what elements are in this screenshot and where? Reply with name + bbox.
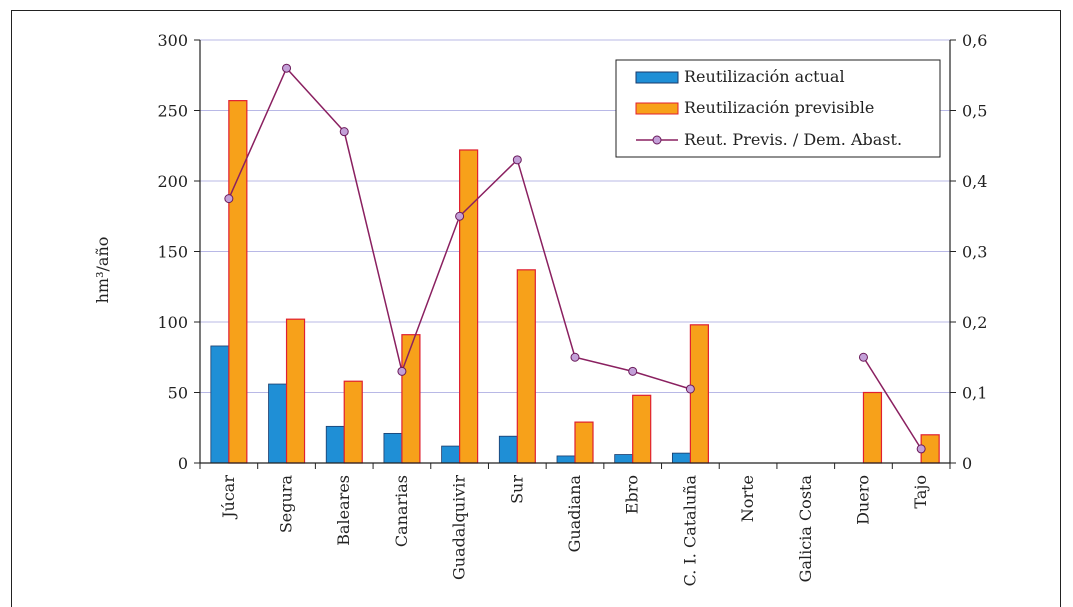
ratio-point — [282, 63, 292, 73]
x-tick-label: Tajo — [911, 475, 930, 509]
y-tick-label: 300 — [157, 31, 188, 50]
bar-actual — [614, 454, 634, 464]
x-tick-label: Norte — [738, 475, 757, 522]
x-tick-label: Guadalquivir — [450, 475, 469, 580]
y-tick-label: 100 — [157, 313, 188, 332]
bar-previsible — [401, 334, 421, 464]
legend-swatch-previsible — [635, 102, 679, 115]
legend-marker-ratio — [652, 135, 662, 145]
legend: Reutilización actual Reutilización previ… — [615, 59, 941, 158]
bar-actual — [498, 435, 518, 464]
y2-tick-label: 0,1 — [962, 384, 987, 403]
legend-swatch-actual — [635, 71, 679, 84]
bar-actual — [671, 452, 691, 464]
y-axis-label: hm³/año — [93, 237, 112, 304]
legend-label-previsible: Reutilización previsible — [684, 98, 874, 117]
ratio-point — [858, 352, 868, 362]
x-tick-label: C. I. Cataluña — [680, 475, 699, 587]
ratio-point — [628, 366, 638, 376]
y-tick-label: 50 — [168, 384, 188, 403]
chart-frame — [11, 10, 1061, 607]
axes — [194, 39, 956, 469]
x-tick-label: Galicia Costa — [796, 475, 815, 583]
y2-tick-label: 0,3 — [962, 243, 987, 262]
bar-previsible — [862, 391, 883, 464]
y-tick-label: 250 — [157, 102, 188, 121]
legend-label-ratio: Reut. Previs. / Dem. Abast. — [684, 130, 902, 149]
y-tick-label: 0 — [178, 454, 188, 473]
x-tick-label: Guadiana — [565, 475, 584, 553]
y2-tick-label: 0,2 — [962, 313, 987, 332]
y2-tick-label: 0,5 — [962, 102, 987, 121]
bar-previsible — [285, 318, 306, 464]
bar-previsible — [228, 100, 248, 464]
ratio-point — [512, 155, 522, 165]
y-tick-label: 150 — [157, 243, 188, 262]
ratio-point — [224, 194, 234, 204]
ratio-point — [570, 352, 580, 362]
bar-previsible — [459, 149, 479, 464]
x-tick-label: Segura — [277, 475, 296, 534]
bar-actual — [556, 455, 576, 464]
bar-previsible — [343, 380, 363, 464]
x-tick-label: Duero — [853, 475, 872, 525]
x-tick-label: Ebro — [623, 475, 642, 514]
x-tick-label: Canarias — [392, 475, 411, 547]
ratio-point — [455, 211, 465, 221]
ratio-line-segment — [862, 356, 922, 450]
x-tick-label: Sur — [507, 475, 526, 504]
bar-actual — [210, 345, 230, 464]
tick-labels: 0 50 100 150 200 250 300 0 0,1 0,2 0,3 0,4 0,5 0,6 Júc… — [157, 31, 987, 586]
y2-tick-label: 0 — [962, 454, 972, 473]
bar-previsible — [574, 421, 594, 464]
y2-tick-label: 0,4 — [962, 172, 987, 191]
bar-previsible — [689, 324, 709, 464]
ratio-point — [397, 366, 407, 376]
bar-previsible — [632, 394, 652, 464]
bar-actual — [325, 425, 345, 464]
ratio-point — [916, 444, 926, 454]
bar-actual — [383, 432, 403, 464]
bar-previsible — [516, 269, 536, 464]
bar-actual — [441, 445, 461, 464]
bars — [210, 100, 940, 464]
ratio-point — [339, 127, 349, 137]
ratio-point — [685, 384, 695, 394]
legend-label-actual: Reutilización actual — [684, 67, 845, 86]
bar-actual — [268, 383, 287, 464]
x-tick-label: Baleares — [334, 475, 353, 546]
y2-tick-label: 0,6 — [962, 31, 987, 50]
y-tick-label: 200 — [157, 172, 188, 191]
ratio-line — [224, 63, 926, 454]
x-tick-label: Júcar — [219, 475, 238, 520]
